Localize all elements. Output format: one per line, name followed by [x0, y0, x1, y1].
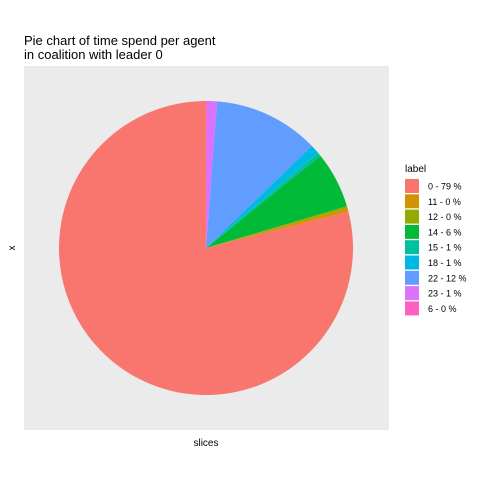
chart-title-line-2: in coalition with leader 0	[24, 47, 163, 62]
pie-slice-2	[206, 206, 348, 248]
legend-title: label	[405, 164, 426, 175]
chart-title-line-1: Pie chart of time spend per agent	[24, 33, 216, 48]
legend-label-1: 11 - 0 %	[428, 197, 461, 207]
pie-slice-5	[206, 146, 319, 248]
legend-key-4	[405, 240, 419, 255]
pie-slices	[58, 101, 353, 395]
legend-label-5: 18 - 1 %	[428, 258, 462, 268]
legend-key-0	[405, 179, 419, 193]
legend-label-7: 23 - 1 %	[428, 289, 462, 299]
pie-slice-6	[206, 101, 312, 249]
legend-key-6	[405, 270, 419, 285]
legend: 0 - 79 % 11 - 0 % 12 - 0 % 14 - 6 % 15 - 1 %…	[405, 179, 467, 316]
pie-slice-4	[206, 152, 321, 248]
legend-key-3	[405, 224, 419, 239]
legend-label-2: 12 - 0 %	[428, 212, 462, 222]
legend-key-5	[405, 255, 419, 270]
legend-label-0: 0 - 79 %	[428, 182, 462, 192]
pie-slice-3	[206, 155, 347, 248]
legend-key-2	[405, 209, 419, 224]
legend-key-1	[405, 194, 419, 209]
pie-slice-8	[206, 101, 207, 248]
legend-label-4: 15 - 1 %	[428, 243, 462, 253]
legend-key-7	[405, 286, 419, 301]
x-axis-title: slices	[193, 438, 218, 449]
y-axis-title: x	[7, 246, 18, 251]
pie-slice-1	[206, 207, 349, 248]
pie-slice-0	[58, 101, 353, 395]
legend-label-6: 22 - 12 %	[428, 273, 467, 283]
legend-label-3: 14 - 6 %	[428, 227, 462, 237]
pie-slice-7	[206, 101, 218, 248]
legend-label-8: 6 - 0 %	[428, 304, 457, 314]
legend-key-8	[405, 301, 419, 316]
